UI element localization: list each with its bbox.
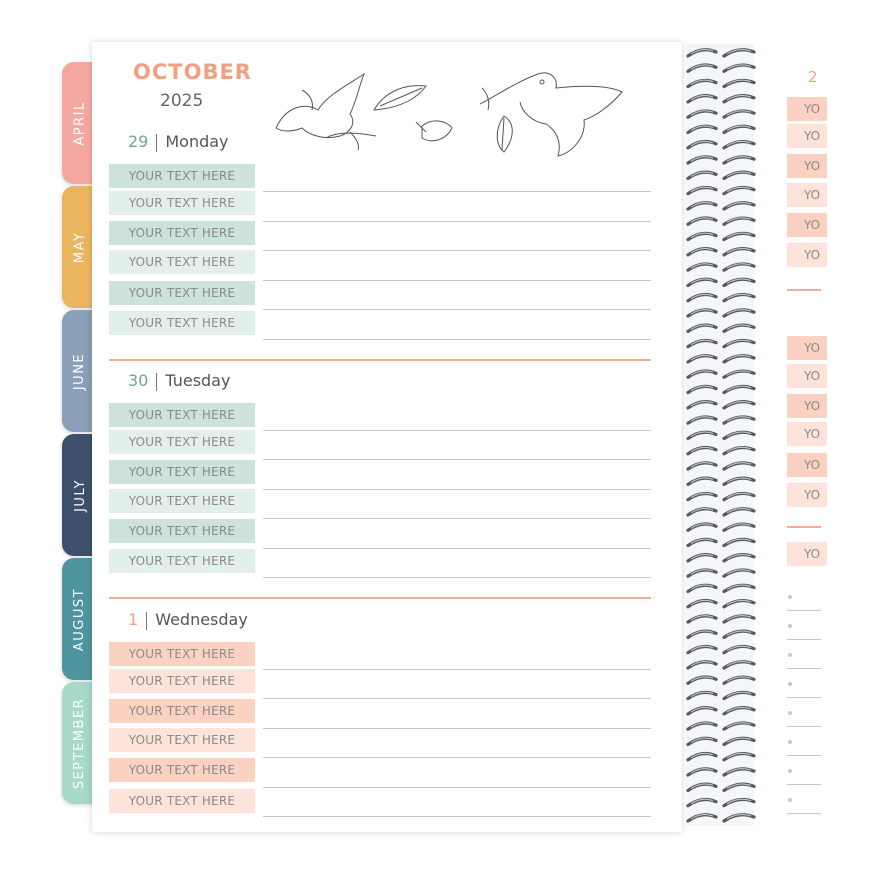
tab-label: JUNE — [72, 352, 88, 390]
text-label[interactable]: YOUR TEXT HERE — [109, 250, 255, 274]
writing-line[interactable] — [787, 755, 821, 756]
year-title: 2025 — [160, 91, 204, 111]
writing-line[interactable] — [263, 787, 651, 788]
writing-line[interactable] — [263, 577, 651, 578]
text-label[interactable]: YOUR TEXT HERE — [109, 728, 255, 752]
tab-label: JULY — [72, 478, 88, 512]
day-name: Tuesday — [165, 371, 231, 390]
bullet-dot — [788, 711, 792, 715]
text-label[interactable]: YOUR TEXT HERE — [109, 281, 255, 305]
text-label[interactable]: YOUR TEXT HERE — [109, 489, 255, 513]
writing-line[interactable] — [263, 280, 651, 281]
text-label[interactable]: YO — [787, 124, 827, 148]
text-label[interactable]: YOUR TEXT HERE — [109, 311, 255, 335]
text-label[interactable]: YOUR TEXT HERE — [109, 430, 255, 454]
writing-line[interactable] — [263, 518, 651, 519]
writing-line[interactable] — [787, 668, 821, 669]
text-label[interactable]: YO — [787, 422, 827, 446]
text-label[interactable]: YOUR TEXT HERE — [109, 164, 255, 188]
tab-label: AUGUST — [72, 587, 88, 651]
writing-line[interactable] — [263, 816, 651, 817]
text-label[interactable]: YO — [787, 483, 827, 507]
tab-label: APRIL — [72, 100, 88, 146]
writing-line[interactable] — [263, 757, 651, 758]
text-label[interactable]: YO — [787, 394, 827, 418]
day-divider — [109, 359, 651, 361]
day-name: Wednesday — [155, 610, 248, 629]
text-label[interactable]: YOUR TEXT HERE — [109, 460, 255, 484]
writing-line[interactable] — [787, 610, 821, 611]
text-label[interactable]: YOUR TEXT HERE — [109, 669, 255, 693]
bullet-dot — [788, 653, 792, 657]
writing-line[interactable] — [263, 489, 651, 490]
writing-line[interactable] — [787, 697, 821, 698]
writing-line[interactable] — [787, 813, 821, 814]
day-header-monday: 29 Monday — [128, 132, 229, 152]
day-header-wednesday: 1 Wednesday — [128, 610, 248, 630]
bullet-dot — [788, 740, 792, 744]
text-label[interactable]: YOUR TEXT HERE — [109, 549, 255, 573]
bullet-dot — [788, 798, 792, 802]
text-label[interactable]: YO — [787, 243, 827, 267]
text-label[interactable]: YOUR TEXT HERE — [109, 519, 255, 543]
text-label[interactable]: YO — [787, 336, 827, 360]
text-label[interactable]: YO — [787, 542, 827, 566]
writing-line[interactable] — [263, 339, 651, 340]
writing-line[interactable] — [263, 309, 651, 310]
month-title: OCTOBER — [133, 60, 252, 84]
text-label[interactable]: YO — [787, 453, 827, 477]
writing-line[interactable] — [787, 784, 821, 785]
text-label[interactable]: YO — [787, 364, 827, 388]
day-divider — [109, 597, 651, 599]
writing-line[interactable] — [263, 548, 651, 549]
spiral-binding — [686, 44, 756, 826]
writing-line[interactable] — [263, 728, 651, 729]
day-number: 29 — [128, 132, 149, 151]
day-header-tuesday: 30 Tuesday — [128, 371, 230, 391]
day-divider — [787, 289, 821, 291]
day-number: 30 — [128, 371, 149, 390]
tab-label: SEPTEMBER — [72, 697, 88, 789]
tab-label: MAY — [72, 231, 88, 263]
writing-line[interactable] — [263, 191, 651, 192]
writing-line[interactable] — [263, 430, 651, 431]
text-label[interactable]: YO — [787, 97, 827, 121]
text-label[interactable]: YOUR TEXT HERE — [109, 642, 255, 666]
text-label[interactable]: YOUR TEXT HERE — [109, 221, 255, 245]
writing-line[interactable] — [787, 639, 821, 640]
text-label[interactable]: YO — [787, 183, 827, 207]
day-number: 1 — [128, 610, 139, 629]
bullet-dot — [788, 769, 792, 773]
text-label[interactable]: YOUR TEXT HERE — [109, 403, 255, 427]
next-page-day-number: 2 — [808, 68, 818, 86]
writing-line[interactable] — [263, 698, 651, 699]
birds-illustration — [275, 72, 623, 157]
day-divider — [787, 526, 821, 528]
text-label[interactable]: YOUR TEXT HERE — [109, 699, 255, 723]
bullet-dot — [788, 624, 792, 628]
text-label[interactable]: YOUR TEXT HERE — [109, 191, 255, 215]
bullet-dot — [788, 595, 792, 599]
text-label[interactable]: YO — [787, 154, 827, 178]
writing-line[interactable] — [263, 250, 651, 251]
writing-line[interactable] — [263, 669, 651, 670]
day-name: Monday — [165, 132, 229, 151]
text-label[interactable]: YOUR TEXT HERE — [109, 758, 255, 782]
writing-line[interactable] — [263, 459, 651, 460]
bullet-dot — [788, 682, 792, 686]
text-label[interactable]: YO — [787, 213, 827, 237]
writing-line[interactable] — [263, 221, 651, 222]
writing-line[interactable] — [787, 726, 821, 727]
text-label[interactable]: YOUR TEXT HERE — [109, 789, 255, 813]
